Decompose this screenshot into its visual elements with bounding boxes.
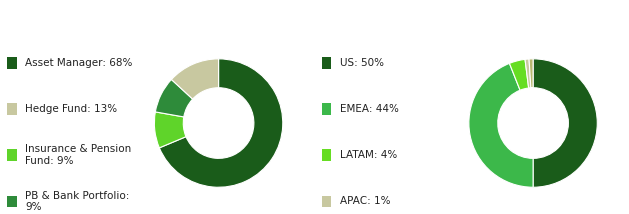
FancyBboxPatch shape <box>322 196 331 207</box>
FancyBboxPatch shape <box>8 196 17 207</box>
Text: US: 50%: US: 50% <box>340 58 384 68</box>
Wedge shape <box>525 59 531 88</box>
Wedge shape <box>154 112 186 148</box>
FancyBboxPatch shape <box>8 103 17 115</box>
Wedge shape <box>509 59 528 90</box>
FancyBboxPatch shape <box>322 149 331 161</box>
Wedge shape <box>159 59 283 187</box>
Text: APAC: 1%: APAC: 1% <box>340 196 390 206</box>
Text: Insurance & Pension
Fund: 9%: Insurance & Pension Fund: 9% <box>25 144 131 166</box>
Text: LATAM: 4%: LATAM: 4% <box>340 150 397 160</box>
FancyBboxPatch shape <box>322 57 331 69</box>
FancyBboxPatch shape <box>8 149 17 161</box>
Text: Hedge Fund: 13%: Hedge Fund: 13% <box>25 104 118 114</box>
Wedge shape <box>533 59 598 187</box>
FancyBboxPatch shape <box>322 103 331 115</box>
Text: Allocation by Type: Allocation by Type <box>65 10 250 28</box>
Wedge shape <box>469 63 533 187</box>
Wedge shape <box>155 79 192 117</box>
Text: Asset Manager: 68%: Asset Manager: 68% <box>25 58 133 68</box>
Text: Allocation by Region: Allocation by Region <box>368 10 576 28</box>
Text: EMEA: 44%: EMEA: 44% <box>340 104 399 114</box>
Wedge shape <box>529 59 533 88</box>
FancyBboxPatch shape <box>8 57 17 69</box>
Text: PB & Bank Portfolio:
9%: PB & Bank Portfolio: 9% <box>25 191 130 212</box>
Wedge shape <box>172 59 219 99</box>
